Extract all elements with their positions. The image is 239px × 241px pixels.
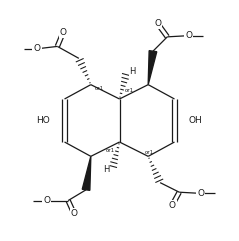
Text: OH: OH [189, 116, 203, 125]
Text: or1: or1 [106, 148, 115, 153]
Text: H: H [103, 165, 109, 174]
Text: O: O [60, 27, 67, 37]
Text: O: O [168, 201, 176, 210]
Text: O: O [33, 44, 41, 53]
Text: O: O [197, 189, 204, 198]
Polygon shape [82, 156, 91, 190]
Text: O: O [154, 19, 161, 28]
Text: or1: or1 [124, 88, 133, 93]
Polygon shape [148, 51, 157, 85]
Text: or1: or1 [94, 86, 103, 91]
Text: or1: or1 [145, 150, 154, 155]
Text: O: O [43, 196, 50, 205]
Text: O: O [185, 31, 192, 40]
Text: HO: HO [36, 116, 50, 125]
Text: H: H [130, 67, 136, 76]
Text: O: O [71, 209, 78, 218]
